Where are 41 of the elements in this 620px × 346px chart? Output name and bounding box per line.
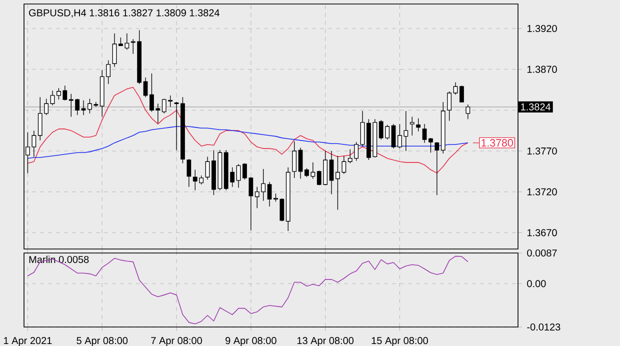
y-tick-label: 1.3870 — [527, 66, 557, 73]
candlestick — [428, 138, 433, 153]
y-tick-label: 0.00 — [527, 280, 546, 288]
y-tick-label: 1.3920 — [527, 24, 557, 32]
candlestick — [81, 100, 86, 116]
x-tick-label: 15 Apr 08:00 — [372, 337, 428, 346]
x-tick-label: 5 Apr 08:00 — [76, 337, 128, 346]
candlestick — [360, 110, 365, 146]
y-tick-label: 1.3720 — [527, 188, 557, 196]
data-label: 1.3780 — [482, 139, 513, 147]
candlestick — [453, 82, 458, 95]
x-tick-label: 7 Apr 08:00 — [151, 337, 202, 346]
candlestick — [391, 124, 396, 149]
y-tick-label: 1.3770 — [527, 147, 557, 155]
y-tick-label: -0.0123 — [527, 323, 560, 331]
candlestick — [416, 118, 421, 132]
chart-title: GBPUSD,H4 1.3816 1.3827 1.3809 1.3824 — [29, 9, 220, 18]
candlestick — [460, 85, 464, 102]
candlestick — [410, 116, 414, 136]
ref-line-label: 1.3824 — [521, 103, 551, 110]
x-tick-label: 9 Apr 08:00 — [226, 337, 276, 346]
candlestick — [292, 140, 297, 178]
candlestick — [466, 104, 470, 120]
candlestick — [422, 124, 427, 144]
candlestick — [50, 90, 55, 106]
y-tick-label: 0.0087 — [527, 249, 557, 257]
candlestick — [174, 102, 179, 151]
chart-title: Marlin 0.0058 — [29, 256, 89, 264]
candlestick — [236, 164, 241, 188]
x-tick-label: 1 Apr 2021 — [4, 337, 52, 346]
candlestick — [205, 156, 210, 180]
candlestick — [329, 150, 334, 195]
x-tick-label: 13 Apr 08:00 — [297, 337, 354, 346]
candlestick — [143, 77, 148, 98]
candlestick — [298, 147, 303, 180]
candlestick — [434, 142, 440, 196]
candlestick — [112, 33, 117, 68]
candlestick — [267, 182, 272, 207]
y-tick-label: 1.3670 — [527, 229, 557, 236]
candlestick — [186, 158, 192, 188]
candlestick — [447, 91, 452, 122]
